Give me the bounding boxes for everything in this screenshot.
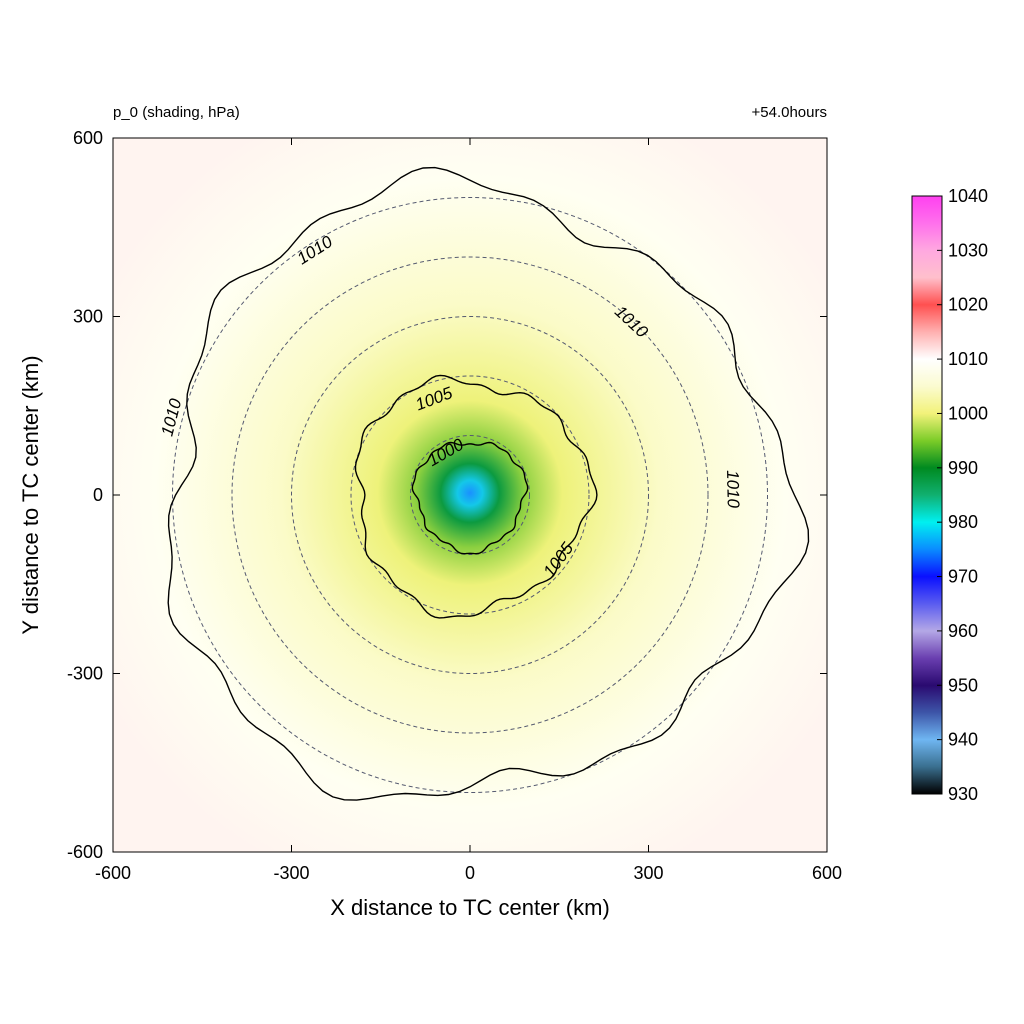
contour-1005 — [354, 374, 598, 619]
y-axis-title: Y distance to TC center (km) — [18, 355, 43, 634]
range-ring-100km — [410, 435, 530, 555]
colorbar: 930 940 950 960 970 980 990 1000 1010 1020 1030 104… — [911, 186, 988, 804]
y-tick-label: 300 — [73, 307, 103, 327]
chart-title-left: p_0 (shading, hPa) — [113, 104, 240, 121]
contour-1010 — [167, 166, 810, 801]
x-tick-label: -600 — [95, 863, 131, 883]
chart-title-right: +54.0hours — [752, 104, 827, 121]
x-axis: -600 -300 0 300 600 — [95, 138, 842, 883]
colorbar-tick-label: 960 — [948, 621, 978, 641]
colorbar-tick-label: 950 — [948, 675, 978, 695]
y-tick-label: 600 — [73, 128, 103, 148]
colorbar-tick-label: 940 — [948, 730, 978, 750]
colorbar-tick-label: 1000 — [948, 403, 988, 423]
contour-1000 — [411, 441, 529, 555]
range-ring-400km — [231, 256, 709, 734]
colorbar-tick-label: 1020 — [948, 295, 988, 315]
x-tick-label: -300 — [273, 863, 309, 883]
y-tick-label: -300 — [67, 664, 103, 684]
x-tick-label: 300 — [633, 863, 663, 883]
x-tick-label: 0 — [465, 863, 475, 883]
colorbar-tick-label: 1010 — [948, 349, 988, 369]
y-axis: -600 -300 0 300 600 — [67, 128, 827, 862]
range-ring-200km — [350, 375, 590, 615]
colorbar-tick-label: 1040 — [948, 186, 988, 206]
colorbar-tick-label: 930 — [948, 784, 978, 804]
x-axis-title: X distance to TC center (km) — [330, 895, 610, 920]
x-tick-label: 600 — [812, 863, 842, 883]
colorbar-tick-label: 970 — [948, 567, 978, 587]
range-ring-500km — [172, 197, 768, 793]
y-tick-label: -600 — [67, 842, 103, 862]
y-tick-label: 0 — [93, 485, 103, 505]
range-rings — [172, 197, 768, 793]
colorbar-tick-label: 990 — [948, 458, 978, 478]
pressure-shading-cyclone — [113, 138, 827, 852]
colorbar-tick-label: 980 — [948, 512, 978, 532]
colorbar-tick-label: 1030 — [948, 240, 988, 260]
colorbar-ticks: 930 940 950 960 970 980 990 1000 1010 1020 1030 104… — [937, 186, 988, 804]
pressure-contours — [167, 166, 810, 801]
contour-label: 1010 — [723, 470, 743, 509]
range-ring-300km — [291, 316, 649, 674]
colorbar-fill — [911, 195, 943, 795]
